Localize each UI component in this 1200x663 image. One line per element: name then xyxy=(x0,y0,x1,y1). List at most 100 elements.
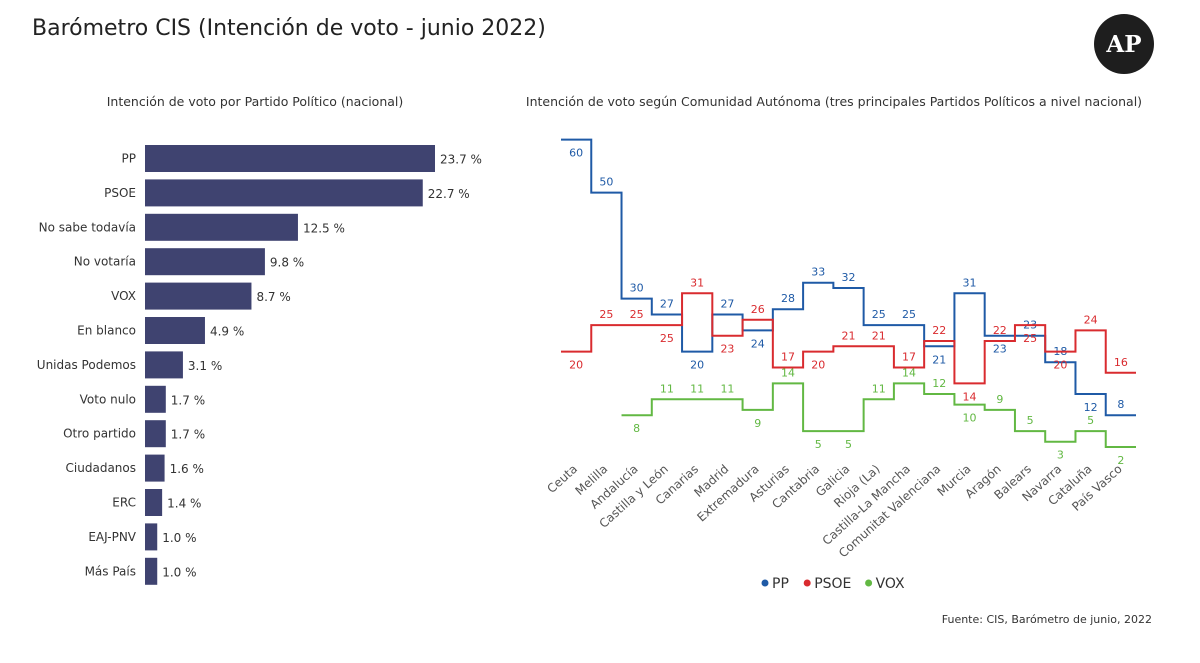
bar-pp xyxy=(145,145,435,172)
bar-chart-title: Intención de voto por Partido Político (… xyxy=(107,94,404,109)
bar-value-label-eaj-pnv: 1.0 % xyxy=(162,531,196,545)
legend-marker-pp xyxy=(761,579,769,587)
bar-ciudadanos xyxy=(145,454,165,482)
data-label-pp-pais-vasco: 8 xyxy=(1117,398,1124,411)
data-label-vox-navarra: 3 xyxy=(1057,449,1064,462)
data-label-vox-extremadura: 9 xyxy=(754,417,761,430)
data-label-pp-castilla-y-leon: 27 xyxy=(660,298,674,311)
legend-label-psoe: PSOE xyxy=(814,576,851,592)
data-label-psoe-extremadura: 26 xyxy=(751,303,765,316)
bar-category-label-unidas-podemos: Unidas Podemos xyxy=(37,358,136,372)
data-label-vox-madrid: 11 xyxy=(720,382,734,395)
bar-value-label-no-votaria: 9.8 % xyxy=(270,256,304,270)
data-label-psoe-andalucia: 25 xyxy=(630,308,644,321)
data-label-pp-cantabria: 33 xyxy=(811,266,825,279)
bar-category-label-pp: PP xyxy=(122,152,136,166)
bar-chart: PP 23.7 % PSOE 22.7 % No sabe todavía 12.5 % N… xyxy=(37,145,482,585)
data-label-vox-asturias: 14 xyxy=(781,366,795,379)
series-line-vox xyxy=(621,382,1136,448)
data-label-psoe-madrid: 23 xyxy=(720,343,734,356)
source-note: Fuente: CIS, Barómetro de junio, 2022 xyxy=(941,613,1152,626)
bar-mas-pais xyxy=(145,557,158,585)
bar-otro-partido xyxy=(145,420,166,448)
data-label-pp-asturias: 28 xyxy=(781,292,795,305)
bar-value-label-ciudadanos: 1.6 % xyxy=(170,462,204,476)
data-label-psoe-murcia: 14 xyxy=(963,390,977,403)
data-label-psoe-aragon: 22 xyxy=(993,324,1007,337)
bar-eaj-pnv xyxy=(145,523,158,551)
data-label-vox-pais-vasco: 2 xyxy=(1117,454,1124,467)
ap-logo: AP xyxy=(1094,14,1154,74)
data-label-psoe-cataluna: 24 xyxy=(1084,313,1098,326)
data-label-vox-galicia: 5 xyxy=(845,438,852,451)
data-label-psoe-melilla: 25 xyxy=(599,308,613,321)
data-label-pp-cataluna: 12 xyxy=(1084,401,1098,414)
data-label-psoe-rioja-la: 21 xyxy=(872,329,886,342)
bar-category-label-mas-pais: Más País xyxy=(85,564,136,578)
data-label-pp-andalucia: 30 xyxy=(630,282,644,295)
data-label-pp-comunitat-valenciana: 21 xyxy=(932,353,946,366)
legend-marker-psoe xyxy=(803,579,811,587)
line-chart-title: Intención de voto según Comunidad Autóno… xyxy=(526,94,1142,109)
data-label-psoe-galicia: 21 xyxy=(842,329,856,342)
data-label-vox-balears: 5 xyxy=(1027,414,1034,427)
data-label-vox-cantabria: 5 xyxy=(815,438,822,451)
data-label-pp-galicia: 32 xyxy=(842,271,856,284)
bar-category-label-erc: ERC xyxy=(112,496,136,510)
bar-unidas-podemos xyxy=(145,351,183,379)
series-line-psoe xyxy=(561,292,1136,385)
data-label-pp-murcia: 31 xyxy=(963,276,977,289)
data-label-pp-castilla-la-mancha: 25 xyxy=(902,308,916,321)
bar-value-label-erc: 1.4 % xyxy=(167,497,201,511)
data-label-vox-comunitat-valenciana: 12 xyxy=(932,377,946,390)
data-label-psoe-castilla-la-mancha: 17 xyxy=(902,351,916,364)
bar-category-label-no-sabe-todavia: No sabe todavía xyxy=(39,220,136,234)
page-title: Barómetro CIS (Intención de voto - junio… xyxy=(32,16,546,41)
bar-value-label-voto-nulo: 1.7 % xyxy=(171,393,205,407)
data-label-pp-melilla: 50 xyxy=(599,176,613,189)
bar-category-label-en-blanco: En blanco xyxy=(77,324,136,338)
legend-label-vox: VOX xyxy=(876,576,905,592)
data-label-vox-andalucia: 8 xyxy=(633,422,640,435)
data-label-pp-rioja-la: 25 xyxy=(872,308,886,321)
bar-category-label-ciudadanos: Ciudadanos xyxy=(66,461,136,475)
data-label-vox-canarias: 11 xyxy=(690,382,704,395)
bar-category-label-no-votaria: No votaría xyxy=(74,255,136,269)
bar-value-label-otro-partido: 1.7 % xyxy=(171,428,205,442)
data-label-pp-extremadura: 24 xyxy=(751,337,765,350)
bar-category-label-psoe: PSOE xyxy=(104,186,136,200)
data-label-psoe-ceuta: 20 xyxy=(569,359,583,372)
line-chart-legend: PP PSOE VOX xyxy=(761,576,905,592)
data-label-vox-cataluna: 5 xyxy=(1087,414,1094,427)
legend-label-pp: PP xyxy=(772,576,789,592)
data-label-pp-canarias: 20 xyxy=(690,359,704,372)
bar-voto-nulo xyxy=(145,385,166,413)
bar-no-sabe-todavia xyxy=(145,213,298,241)
bar-en-blanco xyxy=(145,317,205,344)
data-label-vox-murcia: 10 xyxy=(963,412,977,425)
bar-value-label-en-blanco: 4.9 % xyxy=(210,325,244,339)
data-label-vox-castilla-y-leon: 11 xyxy=(660,382,674,395)
data-label-vox-castilla-la-mancha: 14 xyxy=(902,366,916,379)
data-label-psoe-navarra: 20 xyxy=(1053,359,1067,372)
bar-value-label-vox: 8.7 % xyxy=(256,290,290,304)
data-label-pp-aragon: 23 xyxy=(993,343,1007,356)
bar-value-label-no-sabe-todavia: 12.5 % xyxy=(303,221,345,235)
bar-category-label-voto-nulo: Voto nulo xyxy=(80,392,136,406)
bar-category-label-vox: VOX xyxy=(111,289,136,303)
data-label-psoe-comunitat-valenciana: 22 xyxy=(932,324,946,337)
data-label-psoe-pais-vasco: 16 xyxy=(1114,356,1128,369)
bar-value-label-pp: 23.7 % xyxy=(440,153,482,167)
data-label-pp-madrid: 27 xyxy=(720,298,734,311)
data-label-vox-rioja-la: 11 xyxy=(872,382,886,395)
bar-value-label-psoe: 22.7 % xyxy=(428,187,470,201)
data-label-psoe-canarias: 31 xyxy=(690,276,704,289)
data-label-vox-aragon: 9 xyxy=(996,393,1003,406)
bar-value-label-mas-pais: 1.0 % xyxy=(162,565,196,579)
data-label-psoe-castilla-y-leon: 25 xyxy=(660,332,674,345)
bar-vox xyxy=(145,282,252,310)
data-label-psoe-balears: 25 xyxy=(1023,332,1037,345)
data-label-pp-ceuta: 60 xyxy=(569,147,583,160)
